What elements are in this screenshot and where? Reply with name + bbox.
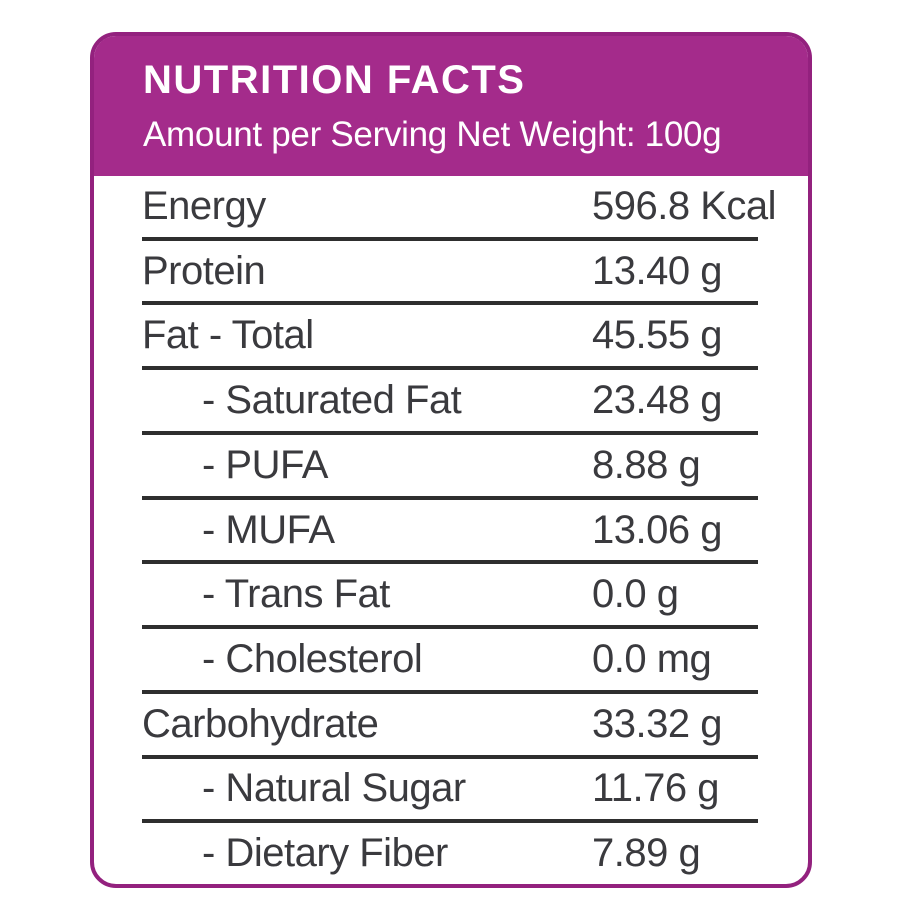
table-row: Protein 13.40 g: [142, 241, 758, 306]
page-title: NUTRITION FACTS: [143, 58, 526, 102]
card-header: NUTRITION FACTS Amount per Serving Net W…: [94, 36, 808, 176]
nutrient-label: - Trans Fat: [202, 572, 390, 617]
table-row: - MUFA 13.06 g: [142, 500, 758, 565]
nutrient-value: 0.0 mg: [592, 637, 712, 681]
nutrition-table: Energy 596.8 Kcal Protein 13.40 g Fat - …: [94, 176, 808, 884]
nutrient-value: 23.48 g: [592, 378, 722, 423]
table-row: - Saturated Fat 23.48 g: [142, 370, 758, 435]
nutrient-label: - Dietary Fiber: [202, 831, 448, 876]
nutrient-value: 13.40 g: [592, 248, 722, 293]
nutrient-value: 0.0 g: [592, 572, 679, 617]
nutrient-value: 45.55 g: [592, 313, 722, 358]
nutrient-label: Energy: [142, 183, 266, 228]
nutrient-value: 596.8 Kcal: [592, 183, 777, 228]
nutrient-label: - Saturated Fat: [202, 378, 462, 423]
serving-info: Amount per Serving Net Weight: 100g: [143, 115, 722, 154]
nutrient-label: Fat - Total: [142, 313, 314, 358]
nutrient-label: Carbohydrate: [142, 701, 379, 746]
nutrient-label: - Natural Sugar: [202, 766, 466, 811]
table-row: - Dietary Fiber 7.89 g: [142, 823, 758, 884]
table-row: - PUFA 8.88 g: [142, 435, 758, 500]
nutrient-label: Protein: [142, 248, 266, 293]
nutrient-value: 11.76 g: [592, 766, 720, 811]
nutrient-value: 8.88 g: [592, 442, 701, 487]
table-row: - Cholesterol 0.0 mg: [142, 629, 758, 694]
table-row: Carbohydrate 33.32 g: [142, 694, 758, 759]
table-row: Energy 596.8 Kcal: [142, 176, 777, 241]
nutrient-value: 33.32 g: [592, 701, 722, 746]
nutrient-label: - PUFA: [202, 442, 328, 487]
nutrition-facts-card: NUTRITION FACTS Amount per Serving Net W…: [90, 32, 812, 888]
table-row: Fat - Total 45.55 g: [142, 305, 758, 371]
table-row: - Natural Sugar 11.76 g: [142, 759, 758, 824]
nutrient-label: - Cholesterol: [202, 637, 423, 681]
nutrient-value: 7.89 g: [592, 831, 701, 876]
table-row: - Trans Fat 0.0 g: [142, 564, 758, 630]
nutrient-value: 13.06 g: [592, 507, 722, 552]
nutrient-label: - MUFA: [202, 507, 335, 552]
